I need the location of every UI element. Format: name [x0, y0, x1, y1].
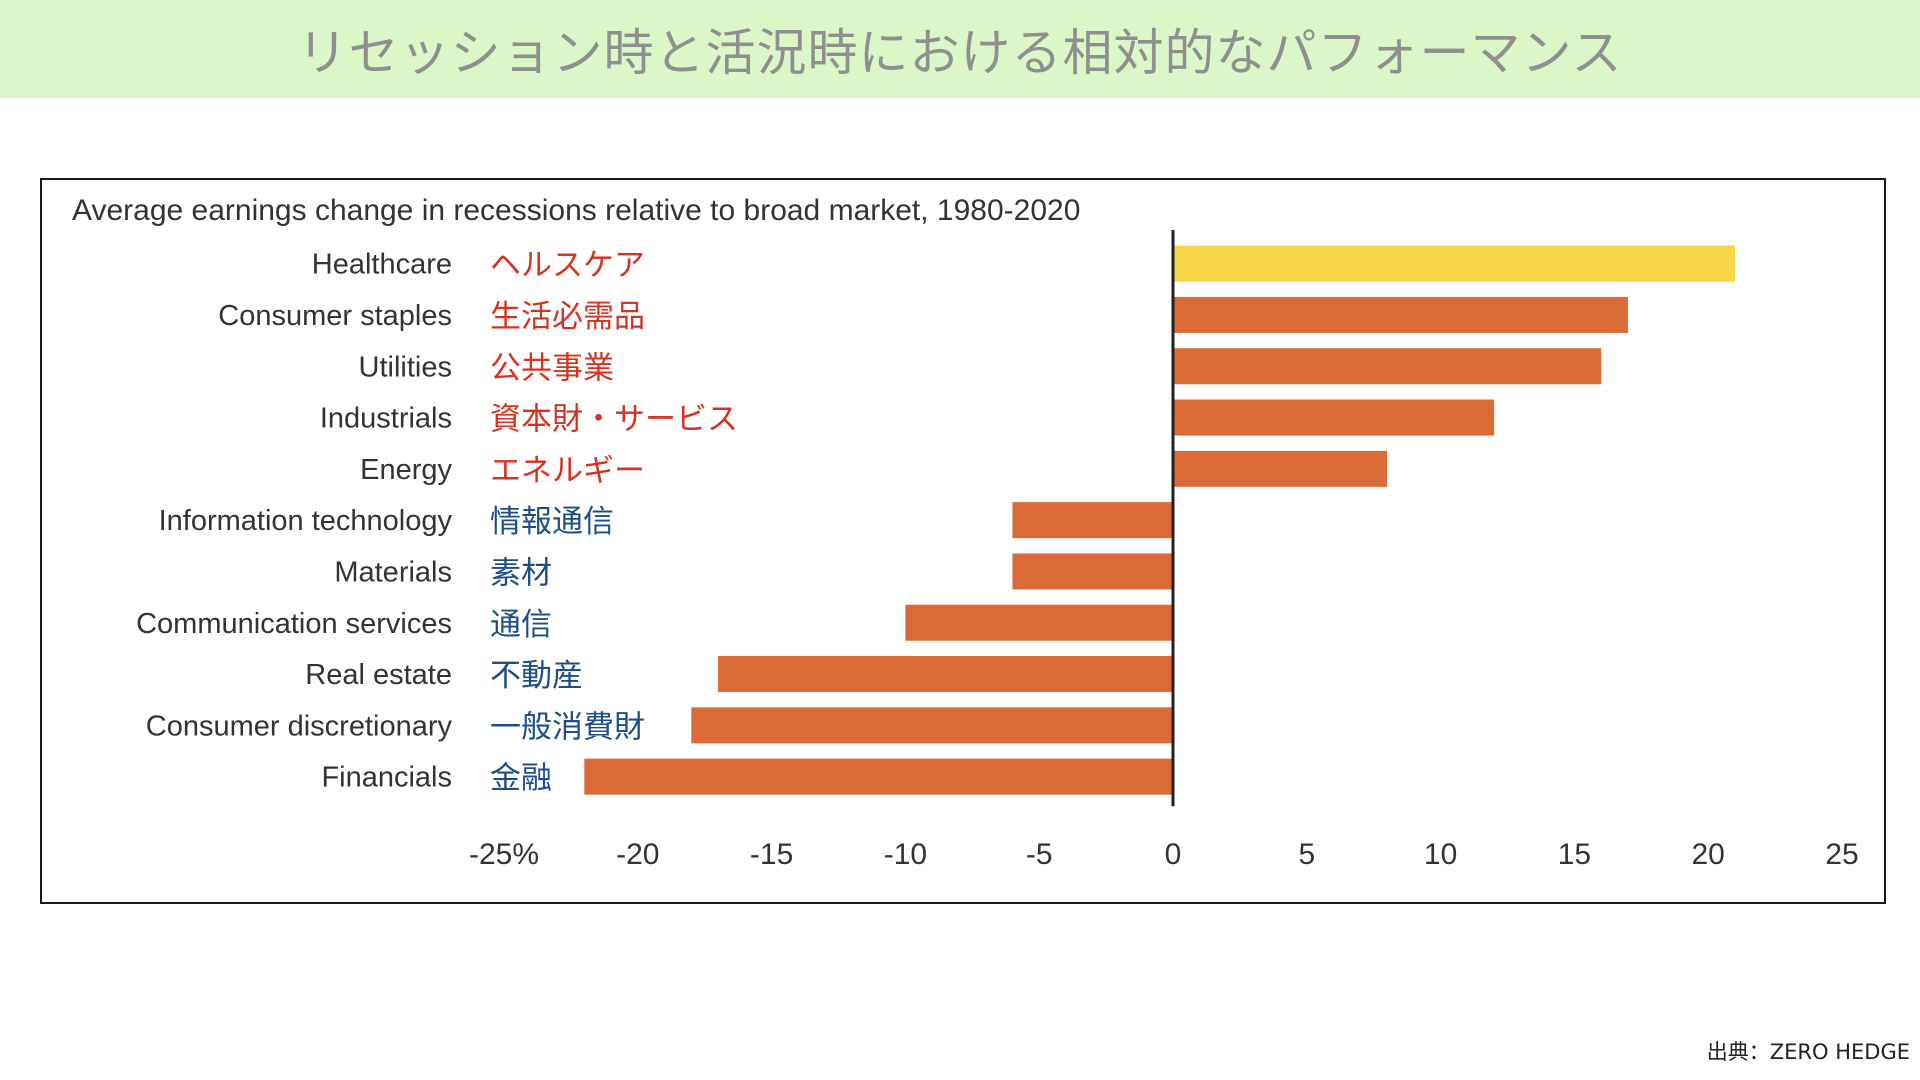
category-label-5: Information technology	[159, 505, 453, 537]
x-tick-label-1: -20	[616, 838, 659, 871]
category-label-0: Healthcare	[312, 249, 452, 281]
x-tick-label-2: -15	[750, 838, 793, 871]
category-label-ja-7: 通信	[490, 607, 552, 643]
bar-2	[1173, 348, 1602, 385]
category-label-ja-6: 素材	[490, 555, 552, 591]
source-credit: 出典：ZERO HEDGE	[1706, 1040, 1910, 1064]
chart-frame: Average earnings change in recessions re…	[40, 178, 1886, 904]
chart-title: Average earnings change in recessions re…	[72, 194, 1080, 227]
x-tick-label-5: 0	[1165, 838, 1182, 871]
category-label-3: Industrials	[320, 403, 452, 435]
category-label-7: Communication services	[136, 608, 452, 640]
x-tick-label-3: -10	[884, 838, 927, 871]
category-label-8: Real estate	[305, 659, 452, 691]
page-title: リセッション時と活況時における相対的なパフォーマンス	[297, 24, 1623, 82]
category-label-2: Utilities	[359, 351, 452, 383]
bar-5	[1012, 502, 1173, 539]
bar-3	[1173, 399, 1495, 436]
category-label-6: Materials	[334, 556, 452, 588]
category-label-ja-5: 情報通信	[490, 504, 614, 540]
category-label-1: Consumer staples	[218, 300, 452, 332]
title-banner: リセッション時と活況時における相対的なパフォーマンス	[0, 0, 1920, 98]
bar-chart: Average earnings change in recessions re…	[72, 194, 1859, 871]
bar-8	[718, 656, 1173, 693]
bar-4	[1173, 450, 1388, 487]
category-label-ja-10: 金融	[490, 761, 552, 797]
x-tick-label-0: -25%	[469, 838, 539, 871]
bar-1	[1173, 296, 1628, 333]
x-tick-label-4: -5	[1026, 838, 1053, 871]
category-label-ja-3: 資本財・サービス	[490, 402, 738, 438]
bar-7	[905, 604, 1173, 641]
x-tick-label-7: 10	[1424, 838, 1457, 871]
category-label-4: Energy	[360, 454, 452, 486]
x-tick-label-9: 20	[1692, 838, 1725, 871]
x-tick-label-8: 15	[1558, 838, 1591, 871]
category-label-ja-0: ヘルスケア	[490, 248, 645, 284]
bar-0	[1173, 245, 1735, 282]
category-label-ja-4: エネルギー	[490, 453, 645, 489]
category-label-ja-8: 不動産	[490, 658, 583, 694]
bar-9	[691, 707, 1173, 744]
bar-10	[584, 758, 1173, 795]
x-tick-label-10: 25	[1825, 838, 1858, 871]
category-label-ja-9: 一般消費財	[490, 709, 645, 745]
category-label-9: Consumer discretionary	[146, 710, 453, 742]
x-tick-label-6: 5	[1298, 838, 1315, 871]
category-label-ja-2: 公共事業	[490, 350, 614, 386]
bar-6	[1012, 553, 1173, 590]
category-label-ja-1: 生活必需品	[490, 299, 645, 335]
category-label-10: Financials	[321, 762, 452, 794]
